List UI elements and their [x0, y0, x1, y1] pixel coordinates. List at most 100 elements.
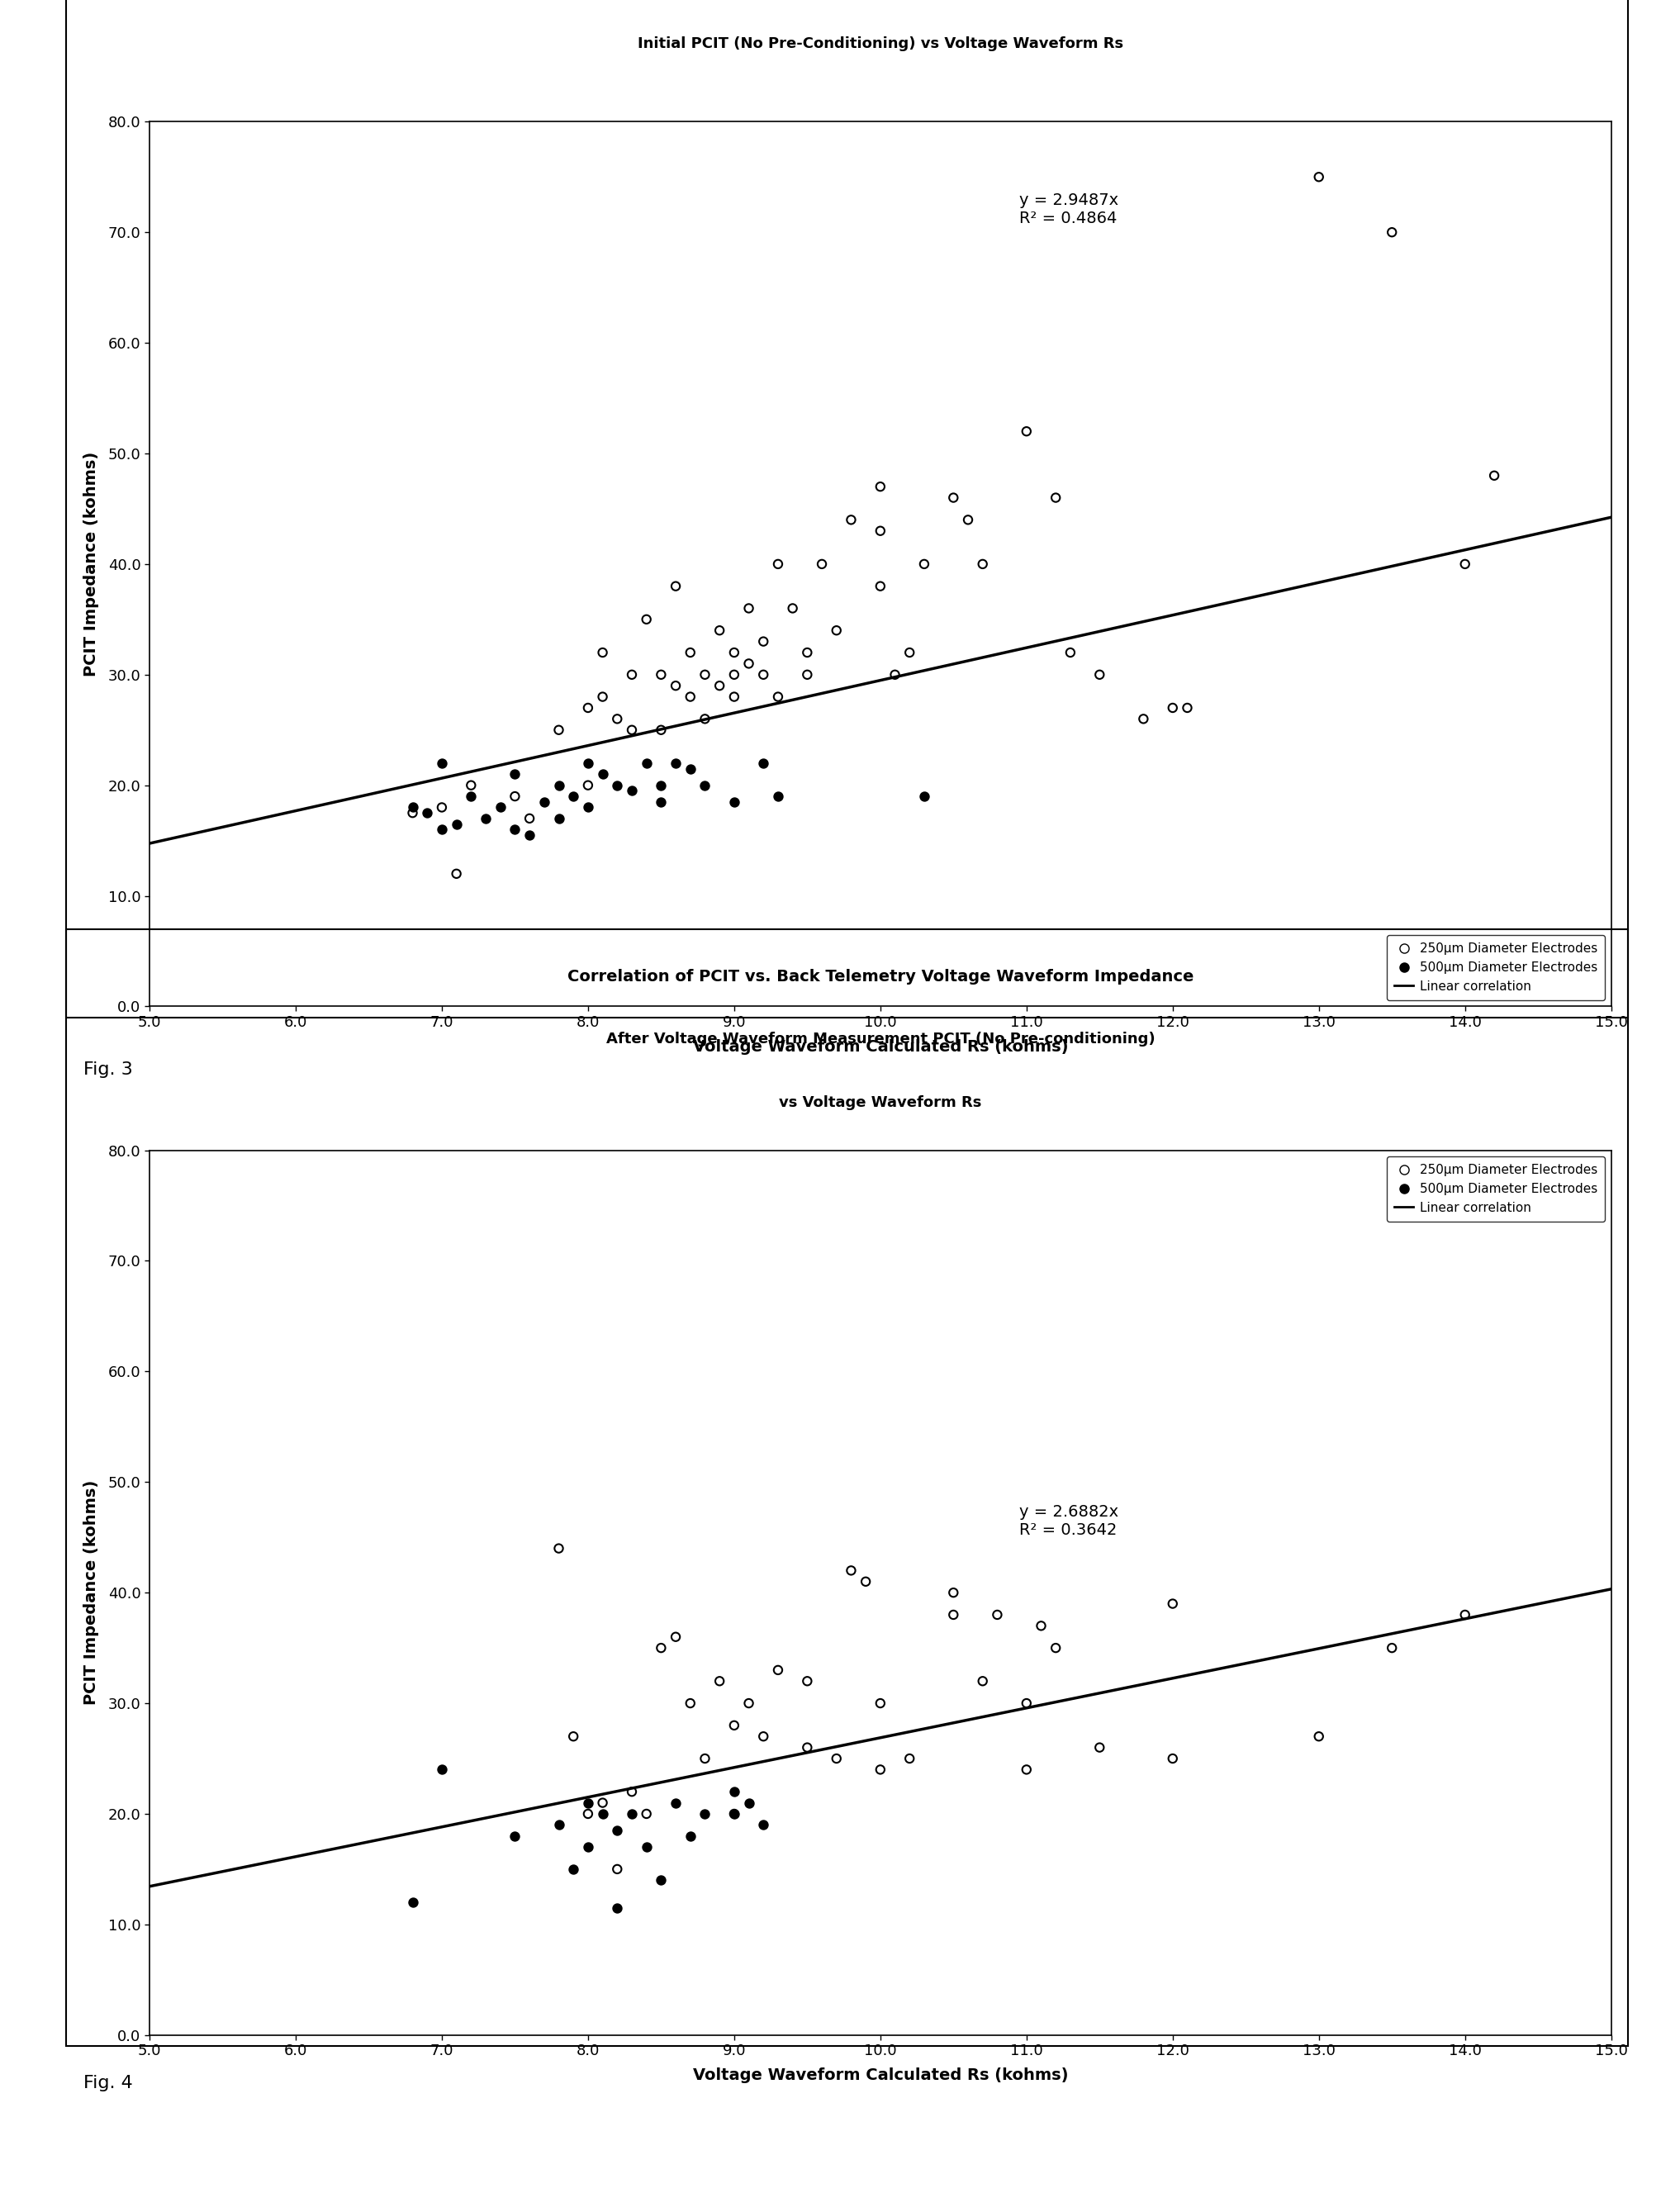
Point: [648, 1863, 674, 1898]
Point: [882, 657, 909, 692]
Point: [837, 502, 864, 538]
Point: [1028, 1608, 1055, 1644]
Y-axis label: PCIT Impedance (kohms): PCIT Impedance (kohms): [83, 1480, 100, 1705]
Point: [1056, 635, 1083, 670]
Point: [458, 779, 485, 814]
Point: [517, 801, 543, 836]
Point: [429, 1752, 455, 1787]
Point: [590, 679, 616, 714]
Point: [663, 568, 689, 604]
Point: [648, 657, 674, 692]
Point: [764, 779, 791, 814]
Point: [691, 701, 718, 737]
Text: y = 2.6882x
R² = 0.3642: y = 2.6882x R² = 0.3642: [1020, 1504, 1118, 1537]
Point: [678, 679, 704, 714]
Point: [721, 1708, 747, 1743]
Point: [590, 1785, 616, 1820]
Point: [618, 1796, 644, 1832]
Point: [502, 1818, 528, 1854]
Point: [429, 745, 455, 781]
Point: [721, 657, 747, 692]
Point: [721, 1774, 747, 1809]
Point: [1379, 1630, 1405, 1666]
Point: [618, 712, 644, 748]
Point: [472, 801, 498, 836]
Point: [663, 1785, 689, 1820]
Point: [1159, 1741, 1186, 1776]
Point: [721, 783, 747, 818]
Point: [1306, 159, 1332, 195]
Point: [1159, 1586, 1186, 1621]
Point: [867, 469, 894, 504]
Point: [443, 805, 470, 841]
Point: [487, 790, 513, 825]
Point: [706, 613, 733, 648]
Point: [1452, 1597, 1478, 1632]
Point: [794, 635, 821, 670]
Point: [633, 745, 659, 781]
Point: [575, 790, 601, 825]
Point: [545, 1807, 571, 1843]
Text: Initial PCIT (No Pre-Conditioning) vs Voltage Waveform Rs: Initial PCIT (No Pre-Conditioning) vs Vo…: [638, 35, 1123, 51]
Point: [955, 502, 982, 538]
Point: [1174, 690, 1201, 726]
Text: Fig. 3: Fig. 3: [83, 1062, 133, 1077]
Point: [1306, 1719, 1332, 1754]
Legend: 250µm Diameter Electrodes, 500µm Diameter Electrodes, Linear correlation: 250µm Diameter Electrodes, 500µm Diamete…: [1387, 1157, 1605, 1221]
Point: [1043, 480, 1070, 515]
Point: [678, 1686, 704, 1721]
Point: [605, 1851, 631, 1887]
Point: [940, 1597, 967, 1632]
Point: [824, 613, 850, 648]
Point: [545, 768, 571, 803]
Point: [1043, 1630, 1070, 1666]
X-axis label: Voltage Waveform Calculated Rs (kohms): Voltage Waveform Calculated Rs (kohms): [693, 1040, 1068, 1055]
Point: [590, 757, 616, 792]
Point: [1379, 215, 1405, 250]
Point: [399, 1885, 425, 1920]
Text: Fig. 4: Fig. 4: [83, 2075, 133, 2090]
Point: [590, 1796, 616, 1832]
Point: [824, 1741, 850, 1776]
Point: [764, 1652, 791, 1688]
Point: [910, 779, 937, 814]
Point: [605, 1814, 631, 1849]
Point: [575, 690, 601, 726]
Point: [751, 624, 777, 659]
Point: [897, 635, 924, 670]
Point: [517, 816, 543, 852]
Point: [663, 745, 689, 781]
Point: [691, 1796, 718, 1832]
Point: [736, 646, 762, 681]
Point: [414, 794, 440, 830]
Point: [751, 1807, 777, 1843]
Point: [678, 750, 704, 785]
Point: [575, 1796, 601, 1832]
Point: [764, 546, 791, 582]
Point: [545, 712, 571, 748]
Point: [1013, 414, 1040, 449]
Point: [502, 757, 528, 792]
Point: [1129, 701, 1156, 737]
Point: [545, 801, 571, 836]
Point: [1086, 657, 1113, 692]
Point: [736, 591, 762, 626]
Point: [443, 856, 470, 891]
Point: [618, 657, 644, 692]
Text: y = 2.9487x
R² = 0.4864: y = 2.9487x R² = 0.4864: [1020, 192, 1118, 226]
Point: [502, 779, 528, 814]
Point: [837, 1553, 864, 1588]
Point: [706, 668, 733, 703]
Point: [678, 1818, 704, 1854]
Point: [545, 1531, 571, 1566]
Point: [897, 1741, 924, 1776]
Point: [458, 768, 485, 803]
Point: [605, 701, 631, 737]
Point: [852, 1564, 879, 1599]
Point: [721, 679, 747, 714]
Text: After Voltage Waveform Measurement PCIT (No Pre-conditioning): After Voltage Waveform Measurement PCIT …: [606, 1031, 1154, 1046]
Point: [736, 1686, 762, 1721]
Point: [1086, 1730, 1113, 1765]
Point: [648, 1630, 674, 1666]
Point: [399, 790, 425, 825]
